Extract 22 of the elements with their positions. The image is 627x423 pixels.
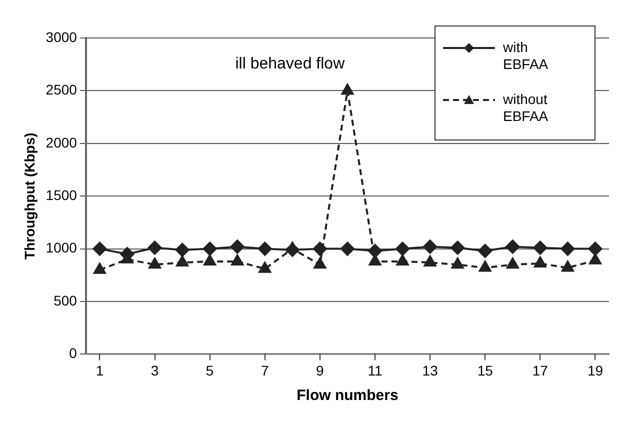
annotation: ill behaved flow [235,55,346,72]
x-tick-label: 5 [206,362,214,378]
y-tick-label: 0 [69,345,78,362]
x-axis-title: Flow numbers [296,387,398,404]
x-tick-label: 1 [96,362,104,378]
y-tick-label: 2500 [46,82,78,98]
x-tick-label: 17 [532,362,548,378]
x-tick-label: 11 [368,362,382,378]
y-tick-label: 500 [54,292,78,308]
y-axis-title: Throughput (Kbps) [21,132,38,260]
x-tick-label: 19 [587,362,604,378]
legend-label: with EBFAA [502,38,549,72]
y-tick-label: 2000 [46,134,78,150]
x-tick-label: 9 [316,362,324,378]
x-tick-label: 15 [477,362,494,378]
y-tick-label: 1500 [46,186,78,203]
x-tick-label: 13 [422,362,438,378]
y-tick-label: 3000 [46,28,78,45]
y-tick-label: 1000 [46,240,78,256]
legend-label: without EBFAA [502,90,549,124]
x-tick-label: 3 [150,362,159,378]
x-tick-label: 7 [260,362,269,378]
